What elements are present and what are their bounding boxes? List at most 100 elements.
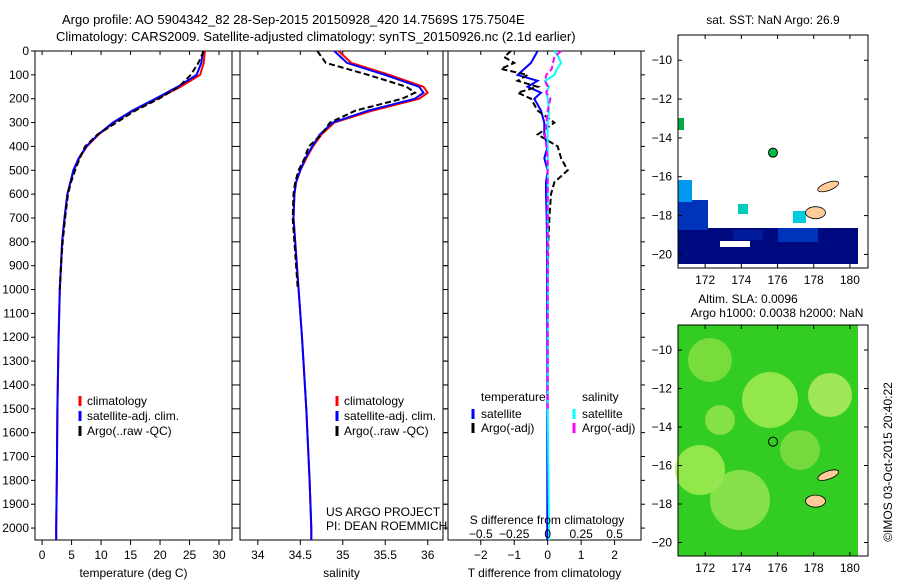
x-axis-label: salinity [323, 566, 360, 580]
map-frame [677, 324, 869, 557]
panel-2-frame [239, 50, 444, 541]
lat-tick-label: −20 [652, 536, 673, 550]
fiji-island [817, 180, 840, 193]
x-tick-label: 2 [611, 548, 618, 562]
x2-tick-label: 0.25 [569, 527, 593, 541]
y-tick-label: 1300 [2, 354, 29, 368]
x-tick-label: 34.5 [289, 548, 313, 562]
lat-tick-label: −20 [652, 247, 673, 261]
series-line-s-argo-adj- [543, 50, 562, 409]
lon-tick-label: 178 [804, 561, 824, 575]
y-tick-label: 1900 [2, 497, 29, 511]
lat-tick-label: −14 [652, 420, 673, 434]
x-tick-label: −1 [507, 548, 521, 562]
sst-cells [678, 180, 692, 202]
argo-position-marker [768, 436, 778, 447]
y-tick-label: 1000 [2, 283, 29, 297]
legend-label: satellite [481, 407, 522, 421]
x-tick-label: 34 [251, 548, 265, 562]
legend-label: satellite-adj. clim. [344, 409, 436, 423]
lat-tick-label: −10 [652, 53, 673, 67]
map-frame [677, 34, 869, 269]
x2-tick-label: 0.5 [606, 527, 623, 541]
y-tick-label: 800 [9, 235, 29, 249]
y-tick-label: 1800 [2, 473, 29, 487]
lat-tick-label: −16 [652, 459, 673, 473]
legend-label: Argo(-adj) [481, 421, 534, 435]
y-tick-label: 700 [9, 211, 29, 225]
x-tick-label: 5 [68, 548, 75, 562]
sst-cells [720, 241, 750, 247]
lon-tick-label: 176 [768, 273, 788, 287]
x-tick-label: 30 [212, 548, 226, 562]
legend-header: salinity [582, 390, 619, 404]
pi-label: PI: DEAN ROEMMICH [326, 519, 447, 533]
lat-tick-label: −12 [652, 382, 673, 396]
x2-tick-label: −0.5 [469, 527, 493, 541]
x-axis-label: T difference from climatology [468, 566, 622, 580]
y-tick-label: 1100 [3, 306, 29, 320]
y-tick-label: 600 [9, 187, 29, 201]
panel-3-frame [447, 50, 642, 541]
series-line-climatology [292, 50, 430, 540]
sla-anomaly-blob [705, 405, 735, 435]
x-tick-label: 0 [544, 548, 551, 562]
sla-map-title: Altim. SLA: 0.0096 [698, 292, 798, 306]
legend-label: satellite [582, 407, 623, 421]
fiji-island [805, 494, 826, 508]
sla-anomaly-blob [710, 470, 770, 530]
sst-cells [733, 230, 763, 240]
sla-anomaly-blob [742, 372, 798, 428]
sla-anomaly-blob [780, 430, 820, 470]
y-tick-label: 1500 [2, 402, 29, 416]
series-line-argo-raw-qc- [291, 50, 417, 290]
y-tick-label: 200 [9, 92, 29, 106]
x2-tick-label: 0 [544, 527, 551, 541]
lat-tick-label: −18 [652, 209, 673, 223]
panel-1-frame [34, 50, 233, 541]
legend-label: satellite-adj. clim. [87, 409, 179, 423]
x-tick-label: 0 [39, 548, 46, 562]
sst-cells [778, 228, 818, 242]
sst-cells [738, 204, 748, 214]
x-tick-label: 25 [183, 548, 197, 562]
lon-tick-label: 172 [695, 273, 715, 287]
lat-tick-label: −12 [652, 92, 673, 106]
sst-cells [678, 118, 684, 130]
y-tick-label: 900 [9, 259, 29, 273]
legend-label: climatology [87, 394, 147, 408]
title-line-2: Climatology: CARS2009. Satellite-adjuste… [56, 29, 576, 44]
lon-tick-label: 178 [804, 273, 824, 287]
legend-label: Argo(..raw -QC) [87, 424, 172, 438]
x-tick-label: 1 [578, 548, 585, 562]
lat-tick-label: −14 [652, 131, 673, 145]
sst-cells [678, 200, 708, 230]
y-tick-label: 1600 [2, 426, 29, 440]
x-axis-label: temperature (deg C) [79, 566, 187, 580]
y-tick-label: 1200 [2, 330, 29, 344]
series-line-argo-raw-qc- [58, 50, 205, 290]
sla-anomaly-blob [808, 373, 852, 417]
series-line-satellite-adj-clim- [292, 50, 425, 540]
argo-position-marker [768, 147, 778, 158]
lon-tick-label: 174 [731, 273, 751, 287]
lon-tick-label: 180 [840, 273, 860, 287]
y-tick-label: 1700 [2, 450, 29, 464]
sst-cells [793, 211, 806, 223]
sla-map-subtitle: Argo h1000: 0.0038 h2000: NaN [691, 306, 864, 320]
series-line-climatology [55, 50, 206, 540]
lat-tick-label: −16 [652, 170, 673, 184]
legend-label: Argo(..raw -QC) [344, 424, 429, 438]
lon-tick-label: 180 [840, 561, 860, 575]
y-tick-label: 500 [9, 163, 29, 177]
series-line-t-argo-adj- [497, 50, 569, 409]
x-tick-label: 35.5 [374, 548, 398, 562]
legend-label: Argo(-adj) [582, 421, 635, 435]
y-tick-label: 0 [22, 44, 29, 58]
sla-anomaly-blob [675, 445, 725, 495]
lon-tick-label: 174 [731, 561, 751, 575]
lon-tick-label: 176 [768, 561, 788, 575]
y-tick-label: 2000 [2, 521, 29, 535]
